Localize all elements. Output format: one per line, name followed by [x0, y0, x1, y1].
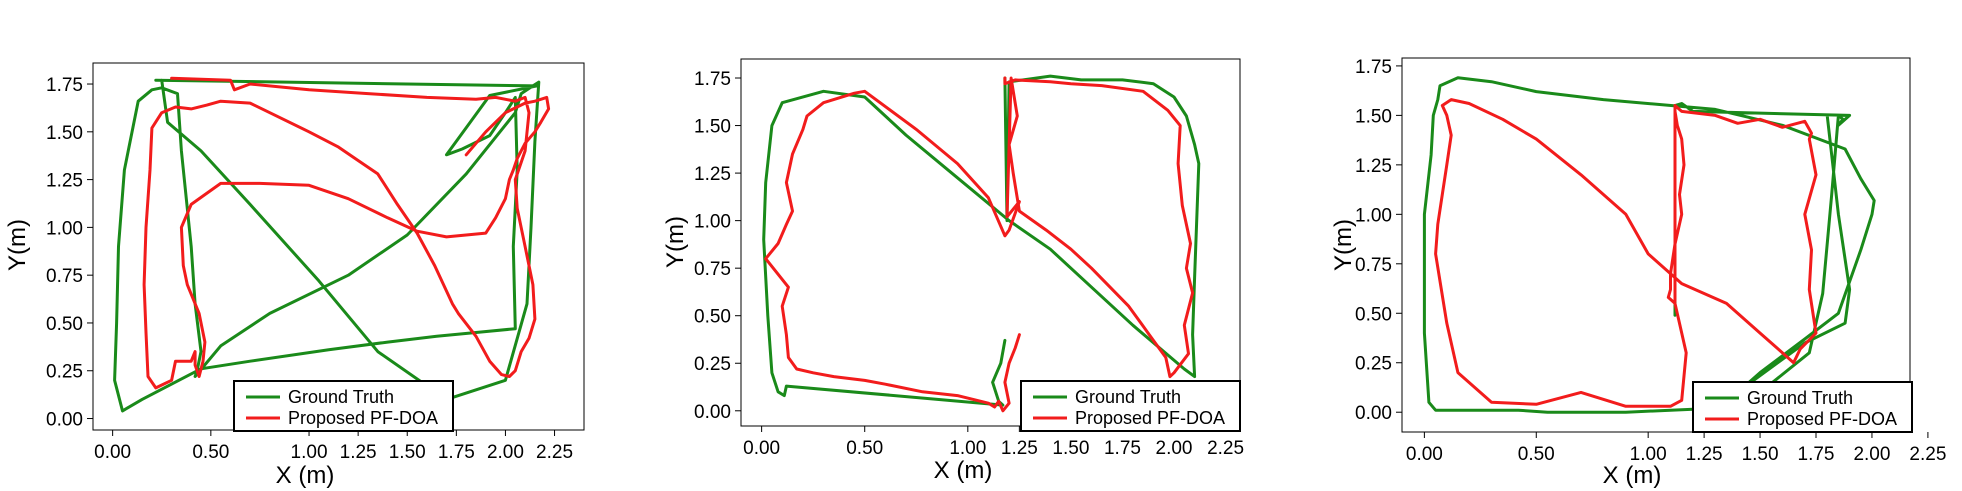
legend-label-proposed: Proposed PF-DOA — [1747, 409, 1897, 429]
x-tick-label: 2.25 — [1207, 438, 1244, 459]
x-tick-label: 1.00 — [1630, 444, 1667, 465]
y-tick-label: 0.75 — [46, 266, 83, 287]
legend-box — [1020, 380, 1241, 432]
y-tick-label: 0.50 — [694, 307, 731, 328]
y-tick-label: 0.50 — [1355, 304, 1392, 325]
y-tick-label: 0.00 — [694, 402, 731, 423]
x-tick-label: 1.25 — [1686, 444, 1723, 465]
y-tick-label: 0.25 — [694, 354, 731, 375]
x-tick-label: 1.50 — [1052, 438, 1089, 459]
legend-label-ground-truth: Ground Truth — [1075, 387, 1181, 407]
y-tick-label: 1.25 — [46, 171, 83, 192]
x-tick-label: 1.75 — [1104, 438, 1141, 459]
x-tick-label: 0.00 — [94, 442, 131, 463]
plot-area-frame — [740, 58, 1241, 427]
y-axis-label: Y(m) — [662, 216, 689, 268]
chart-panel-2: 0.00 0.50 1.00 1.25 1.50 1.75 2.00 2.25 0.00 0.25… — [662, 58, 1244, 484]
ground-truth-series-line — [1422, 76, 1876, 414]
y-tick-label: 1.00 — [694, 212, 731, 233]
legend: Ground Truth Proposed PF-DOA — [1020, 380, 1241, 432]
x-axis-label: X (m) — [1603, 462, 1662, 489]
legend: Ground Truth Proposed PF-DOA — [1692, 381, 1913, 433]
x-axis-label: X (m) — [934, 457, 993, 484]
ground-truth-series-line — [113, 78, 541, 413]
x-tick-label: 0.00 — [1406, 444, 1443, 465]
x-tick-label: 0.00 — [743, 438, 780, 459]
y-tick-label: 0.00 — [46, 410, 83, 431]
x-axis-label: X (m) — [276, 462, 335, 489]
chart-panel-3: 0.00 0.50 1.00 1.25 1.50 1.75 2.00 2.25 0.00 0.25… — [1330, 57, 1946, 489]
chart-panel-1: 0.00 0.50 1.00 1.25 1.50 1.75 2.00 2.25 0.00 0.25… — [4, 62, 585, 489]
x-tick-label: 1.00 — [291, 442, 328, 463]
y-tick-label: 0.50 — [46, 314, 83, 335]
legend: Ground Truth Proposed PF-DOA — [233, 380, 454, 432]
x-tick-label: 1.25 — [340, 442, 377, 463]
legend-label-proposed: Proposed PF-DOA — [288, 408, 438, 428]
y-tick-label: 1.25 — [1355, 156, 1392, 177]
y-tick-label: 0.25 — [1355, 354, 1392, 375]
y-tick-label: 0.25 — [46, 362, 83, 383]
y-tick-label: 0.75 — [694, 259, 731, 280]
ground-truth-series-line — [762, 74, 1201, 407]
proposed-pf-doa-series-line — [1434, 98, 1818, 408]
legend-box — [1692, 381, 1913, 433]
y-tick-label: 1.50 — [1355, 106, 1392, 127]
x-tick-label: 2.25 — [1909, 444, 1946, 465]
legend-label-ground-truth: Ground Truth — [288, 387, 394, 407]
y-tick-label: 1.75 — [694, 69, 731, 90]
x-tick-label: 1.75 — [1798, 444, 1835, 465]
x-tick-label: 1.50 — [1742, 444, 1779, 465]
x-tick-label: 0.50 — [192, 442, 229, 463]
y-tick-label: 1.25 — [694, 164, 731, 185]
x-tick-label: 0.50 — [846, 438, 883, 459]
y-tick-label: 1.50 — [46, 123, 83, 144]
y-tick-label: 1.75 — [1355, 57, 1392, 78]
y-tick-label: 1.75 — [46, 75, 83, 96]
x-tick-label: 2.00 — [1156, 438, 1193, 459]
y-axis-label: Y(m) — [4, 219, 31, 271]
y-tick-label: 1.00 — [46, 218, 83, 239]
proposed-pf-doa-series-line — [764, 76, 1195, 413]
x-tick-label: 2.00 — [487, 442, 524, 463]
y-tick-label: 1.00 — [1355, 205, 1392, 226]
plot-area-frame — [1401, 57, 1911, 433]
proposed-pf-doa-series-line — [142, 76, 551, 390]
legend-box — [233, 380, 454, 432]
x-tick-label: 1.50 — [389, 442, 426, 463]
y-tick-label: 0.75 — [1355, 255, 1392, 276]
x-tick-label: 0.50 — [1518, 444, 1555, 465]
x-tick-label: 2.25 — [536, 442, 573, 463]
y-tick-label: 0.00 — [1355, 403, 1392, 424]
legend-label-ground-truth: Ground Truth — [1747, 388, 1853, 408]
x-tick-label: 1.25 — [1001, 438, 1038, 459]
y-tick-label: 1.50 — [694, 117, 731, 138]
legend-label-proposed: Proposed PF-DOA — [1075, 408, 1225, 428]
x-tick-label: 2.00 — [1853, 444, 1890, 465]
x-tick-label: 1.00 — [949, 438, 986, 459]
x-tick-label: 1.75 — [438, 442, 475, 463]
y-axis-label: Y(m) — [1330, 219, 1357, 271]
